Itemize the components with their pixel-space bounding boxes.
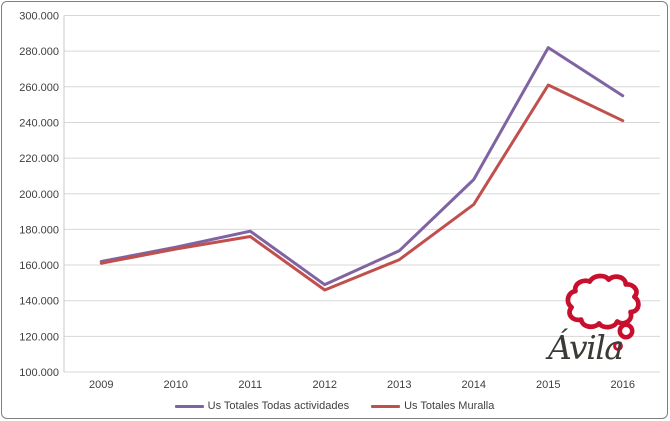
x-tick-label: 2012 (313, 379, 337, 391)
x-tick-label: 2010 (164, 379, 188, 391)
x-tick-label: 2009 (89, 379, 113, 391)
legend-item: Us Totales Muralla (371, 400, 494, 412)
series-line (99, 83, 625, 292)
y-tick-label: 240.000 (19, 117, 59, 129)
y-tick-label: 140.000 (19, 296, 59, 308)
series-line (99, 46, 625, 287)
y-tick-label: 260.000 (19, 82, 59, 94)
y-tick-label: 300.000 (19, 11, 59, 23)
avila-logo: Ávila (545, 273, 641, 367)
y-tick-label: 160.000 (19, 260, 59, 272)
legend-item: Us Totales Todas actividades (174, 400, 350, 412)
legend-label: Us Totales Todas actividades (207, 400, 350, 412)
avila-logo-text: Ávila (545, 327, 622, 367)
x-axis-labels: 2009 2010 2011 2012 2013 2014 2015 2016 (89, 379, 635, 391)
legend-label: Us Totales Muralla (404, 400, 495, 412)
gridlines (63, 15, 660, 373)
avila-logo-blob-icon (565, 273, 641, 351)
y-tick-label: 120.000 (19, 331, 59, 343)
chart-legend: Us Totales Todas actividades Us Totales M… (2, 400, 667, 412)
x-tick-label: 2016 (611, 379, 635, 391)
x-tick-label: 2013 (387, 379, 411, 391)
y-tick-label: 180.000 (19, 224, 59, 236)
x-tick-label: 2015 (536, 379, 560, 391)
x-tick-label: 2014 (462, 379, 486, 391)
legend-line-swatch (174, 404, 204, 408)
x-tick-label: 2011 (238, 379, 262, 391)
y-tick-label: 200.000 (19, 189, 59, 201)
legend-line-swatch (371, 404, 401, 408)
y-tick-label: 220.000 (19, 153, 59, 165)
y-tick-label: 100.000 (19, 367, 59, 379)
data-series (99, 46, 625, 292)
y-tick-label: 280.000 (19, 46, 59, 58)
y-axis-labels: 100.000 120.000 140.000 160.000 180.000 200.0… (19, 11, 59, 380)
